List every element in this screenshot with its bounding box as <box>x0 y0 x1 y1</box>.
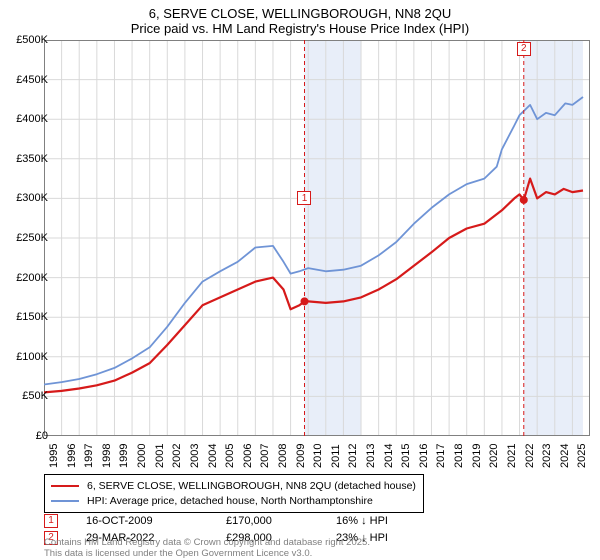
chart-marker-badge: 2 <box>517 42 531 56</box>
x-tick-label: 2003 <box>189 444 201 468</box>
x-tick-label: 2007 <box>259 444 271 468</box>
y-tick-label: £350K <box>16 153 48 165</box>
marker-row: 1 16-OCT-2009 £170,000 16% ↓ HPI <box>44 512 456 529</box>
marker-price: £170,000 <box>226 515 336 527</box>
y-tick-label: £500K <box>16 34 48 46</box>
legend: 6, SERVE CLOSE, WELLINGBOROUGH, NN8 2QU … <box>44 474 424 513</box>
y-tick-label: £250K <box>16 232 48 244</box>
x-tick-label: 1995 <box>48 444 60 468</box>
y-tick-label: £0 <box>36 430 48 442</box>
y-tick-label: £50K <box>22 390 48 402</box>
marker-badge: 1 <box>44 514 58 528</box>
x-tick-label: 2016 <box>418 444 430 468</box>
y-tick-label: £200K <box>16 272 48 284</box>
y-tick-label: £450K <box>16 74 48 86</box>
x-tick-label: 2008 <box>277 444 289 468</box>
line-chart-svg <box>44 40 590 436</box>
marker-delta: 16% ↓ HPI <box>336 515 456 527</box>
x-tick-label: 2025 <box>576 444 588 468</box>
y-tick-label: £100K <box>16 351 48 363</box>
x-tick-label: 2022 <box>524 444 536 468</box>
legend-item: HPI: Average price, detached house, Nort… <box>51 493 417 508</box>
chart-title-block: 6, SERVE CLOSE, WELLINGBOROUGH, NN8 2QU … <box>0 0 600 36</box>
x-tick-label: 1997 <box>83 444 95 468</box>
x-tick-label: 2019 <box>471 444 483 468</box>
x-tick-label: 2015 <box>400 444 412 468</box>
x-tick-label: 1996 <box>66 444 78 468</box>
x-tick-label: 2021 <box>506 444 518 468</box>
x-tick-label: 1999 <box>118 444 130 468</box>
x-tick-label: 2018 <box>453 444 465 468</box>
x-tick-label: 2006 <box>242 444 254 468</box>
x-tick-label: 2001 <box>154 444 166 468</box>
x-tick-label: 2012 <box>347 444 359 468</box>
x-tick-label: 2000 <box>136 444 148 468</box>
x-tick-label: 2013 <box>365 444 377 468</box>
y-tick-label: £300K <box>16 192 48 204</box>
legend-item: 6, SERVE CLOSE, WELLINGBOROUGH, NN8 2QU … <box>51 478 417 493</box>
title-line-2: Price paid vs. HM Land Registry's House … <box>0 21 600 36</box>
x-tick-label: 2017 <box>435 444 447 468</box>
legend-label: HPI: Average price, detached house, Nort… <box>87 495 373 507</box>
x-tick-label: 2020 <box>488 444 500 468</box>
marker-date: 16-OCT-2009 <box>86 515 226 527</box>
y-tick-label: £150K <box>16 311 48 323</box>
x-tick-label: 2004 <box>207 444 219 468</box>
chart-marker-badge: 1 <box>297 191 311 205</box>
chart-area: 12 <box>44 40 590 436</box>
x-tick-label: 2023 <box>541 444 553 468</box>
legend-swatch <box>51 485 79 487</box>
x-tick-label: 2005 <box>224 444 236 468</box>
legend-label: 6, SERVE CLOSE, WELLINGBOROUGH, NN8 2QU … <box>87 480 416 492</box>
x-tick-label: 2024 <box>559 444 571 468</box>
x-tick-label: 2010 <box>312 444 324 468</box>
legend-swatch <box>51 500 79 502</box>
x-tick-label: 2002 <box>171 444 183 468</box>
title-line-1: 6, SERVE CLOSE, WELLINGBOROUGH, NN8 2QU <box>0 6 600 21</box>
y-tick-label: £400K <box>16 113 48 125</box>
footer-attribution: Contains HM Land Registry data © Crown c… <box>44 538 370 560</box>
footer-line-2: This data is licensed under the Open Gov… <box>44 549 370 560</box>
x-tick-label: 2011 <box>330 444 342 468</box>
x-tick-label: 2014 <box>383 444 395 468</box>
x-tick-label: 1998 <box>101 444 113 468</box>
x-tick-label: 2009 <box>295 444 307 468</box>
